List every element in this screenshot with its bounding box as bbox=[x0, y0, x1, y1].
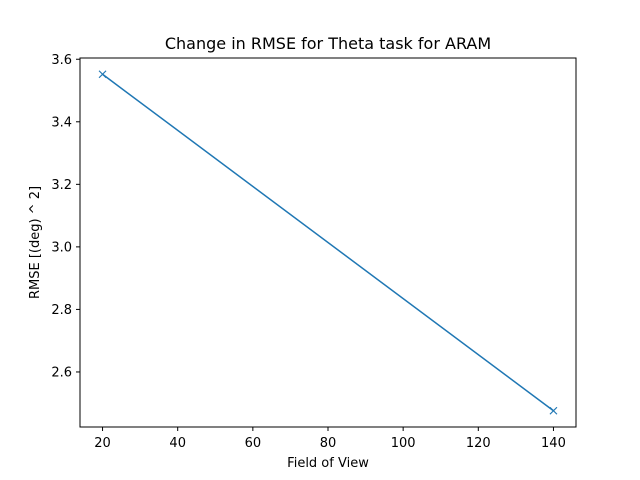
x-tick-label: 80 bbox=[320, 436, 337, 451]
x-tick-label: 40 bbox=[169, 436, 186, 451]
data-point-marker bbox=[98, 70, 107, 79]
y-axis-label: RMSE [(deg) ^ 2] bbox=[28, 186, 43, 299]
chart-title: Change in RMSE for Theta task for ARAM bbox=[165, 34, 491, 53]
series-layer bbox=[98, 70, 558, 415]
x-axis-label: Field of View bbox=[287, 456, 369, 471]
y-tick-label: 2.6 bbox=[51, 365, 72, 380]
x-axis: 20 40 60 80 100 120 140 bbox=[94, 427, 566, 451]
x-tick-label: 60 bbox=[245, 436, 262, 451]
data-point-marker bbox=[549, 406, 558, 415]
x-tick-label: 140 bbox=[541, 436, 566, 451]
series-line bbox=[102, 73, 554, 412]
y-tick-label: 3.4 bbox=[51, 115, 72, 130]
x-tick-label: 100 bbox=[391, 436, 416, 451]
y-tick-label: 3.2 bbox=[51, 178, 72, 193]
x-tick-label: 120 bbox=[466, 436, 491, 451]
y-tick-label: 2.8 bbox=[51, 303, 72, 318]
y-axis: 2.6 2.8 3.0 3.2 3.4 3.6 bbox=[51, 53, 80, 380]
y-tick-label: 3.6 bbox=[51, 53, 72, 68]
x-tick-label: 20 bbox=[94, 436, 111, 451]
y-tick-label: 3.0 bbox=[51, 240, 72, 255]
